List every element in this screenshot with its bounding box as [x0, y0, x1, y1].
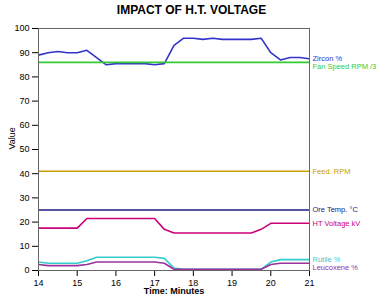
svg-text:20: 20: [19, 217, 29, 227]
svg-text:17: 17: [149, 277, 160, 288]
svg-text:20: 20: [266, 278, 276, 288]
svg-text:16: 16: [111, 278, 121, 288]
svg-text:90: 90: [19, 48, 29, 58]
svg-text:21: 21: [304, 278, 314, 288]
svg-text:Leucoxene %: Leucoxene %: [313, 263, 359, 272]
svg-text:15: 15: [72, 278, 82, 288]
svg-text:Feed. RPM: Feed. RPM: [313, 167, 351, 176]
svg-text:30: 30: [19, 193, 29, 203]
svg-text:HT Voltage kV: HT Voltage kV: [313, 219, 361, 228]
svg-text:100: 100: [14, 23, 29, 33]
svg-text:19: 19: [227, 278, 237, 288]
svg-text:Zircon %: Zircon %: [312, 54, 343, 64]
svg-text:Ore Temp. °C: Ore Temp. °C: [313, 205, 359, 214]
svg-text:Rutile %: Rutile %: [312, 255, 341, 264]
svg-text:Time: Minutes: Time: Minutes: [144, 286, 204, 296]
svg-text:0: 0: [24, 265, 29, 275]
svg-text:18: 18: [188, 277, 199, 288]
svg-text:14: 14: [33, 278, 43, 288]
svg-text:10: 10: [19, 241, 29, 251]
svg-text:60: 60: [19, 120, 29, 130]
svg-text:70: 70: [19, 96, 29, 106]
svg-text:50: 50: [19, 144, 29, 154]
svg-text:Value: Value: [7, 127, 17, 149]
html-text:IMPACT OF H.T. VOLTAGE: IMPACT OF H.T. VOLTAGE: [116, 3, 267, 17]
svg-text:80: 80: [19, 72, 29, 82]
svg-text:Fan Speed RPM /3: Fan Speed RPM /3: [313, 62, 377, 71]
svg-text:40: 40: [19, 169, 29, 179]
